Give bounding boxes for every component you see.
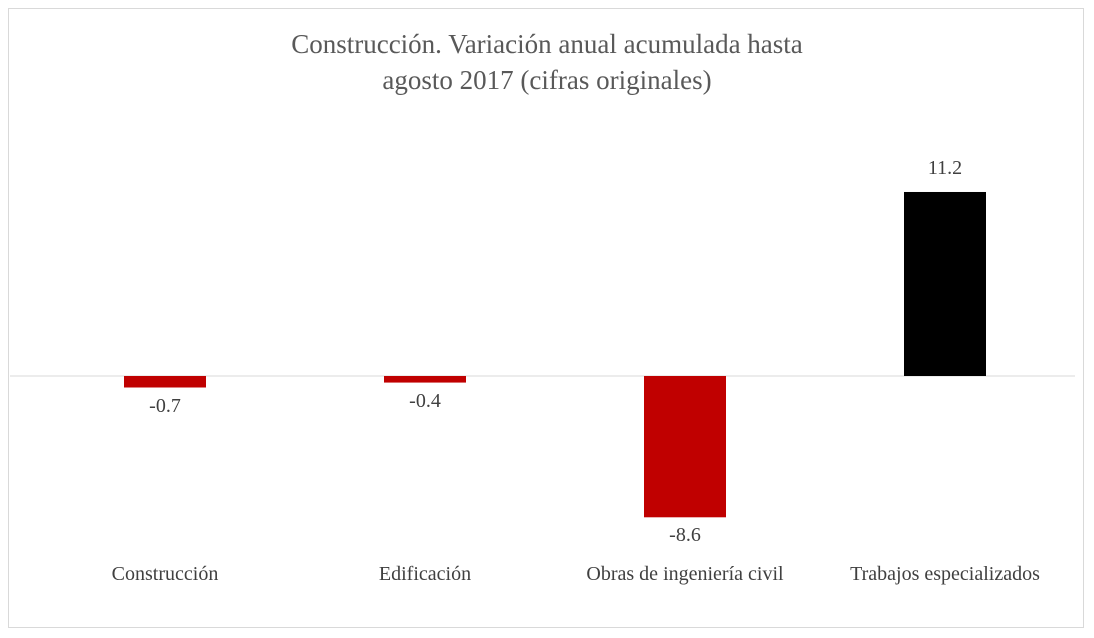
data-label: -0.7 [149, 394, 181, 417]
chart-frame [8, 8, 1084, 628]
x-tick-label: Obras de ingeniería civil [586, 563, 784, 585]
bar [904, 191, 986, 376]
x-tick-label: Trabajos especializados [850, 563, 1040, 585]
bar [384, 376, 466, 383]
x-tick-label: Construcción [111, 563, 219, 585]
bar [644, 376, 726, 518]
data-label: -0.4 [409, 389, 441, 412]
data-label: -8.6 [669, 524, 701, 547]
bar [124, 376, 206, 388]
chart-title: Construcción. Variación anual acumulada … [291, 29, 803, 95]
data-label: 11.2 [927, 156, 963, 179]
x-tick-label: Edificación [378, 563, 472, 585]
